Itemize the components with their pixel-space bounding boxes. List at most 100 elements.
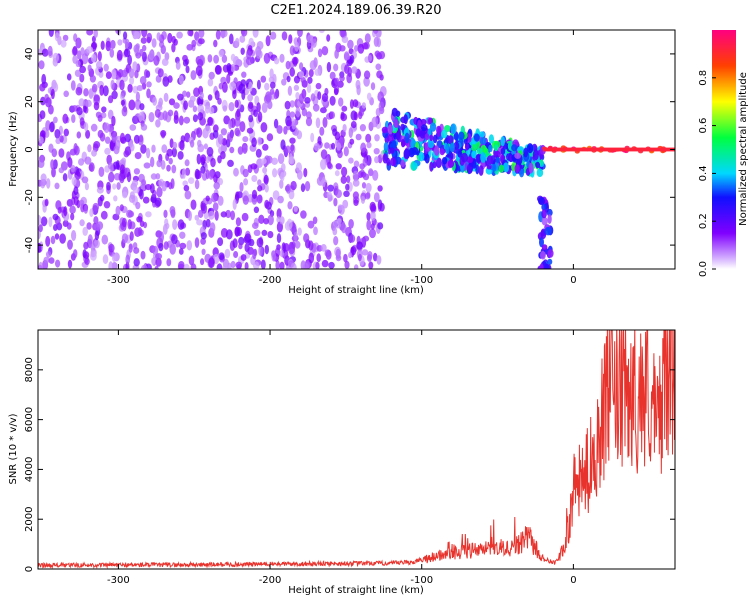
heatmap-cell: [153, 55, 160, 66]
heatmap-cell: [287, 201, 293, 210]
y-tick-label: 2000: [24, 506, 35, 531]
heatmap-cell: [195, 170, 202, 180]
heatmap-cell: [346, 175, 351, 183]
heatmap-cell: [155, 173, 161, 180]
heatmap-cell: [194, 214, 200, 221]
heatmap-cell: [229, 81, 236, 91]
heatmap-cell: [89, 75, 96, 83]
heatmap-cell: [212, 202, 219, 212]
heatmap-cell: [49, 121, 55, 133]
heatmap-cell: [103, 63, 109, 72]
heatmap-cell: [439, 148, 445, 156]
heatmap-cell: [103, 122, 110, 134]
heatmap-cell: [123, 150, 130, 158]
heatmap-cell: [100, 210, 108, 220]
heatmap-cell: [297, 30, 303, 38]
snr-y-label: SNR (10 * v/v): [8, 413, 19, 484]
heatmap-cell: [44, 198, 49, 207]
heatmap-cell: [267, 231, 274, 239]
heatmap-cell: [248, 81, 253, 93]
heatmap-cell: [93, 30, 98, 38]
heatmap-cell: [214, 210, 219, 221]
heatmap-cell: [66, 73, 72, 81]
heatmap-cell: [258, 245, 263, 257]
heatmap-cell: [124, 38, 130, 49]
heatmap-cell: [306, 83, 312, 93]
heatmap-cell: [178, 261, 185, 269]
snr-y-ticks: 0 2000 4000 6000 8000: [24, 357, 675, 572]
heatmap-cell: [273, 91, 278, 100]
heatmap-cell: [76, 107, 83, 116]
heatmap-cell: [92, 202, 100, 212]
heatmap-cell: [207, 54, 213, 63]
heatmap-cell: [230, 210, 236, 221]
heatmap-cell: [172, 219, 178, 231]
heatmap-cell: [242, 168, 249, 178]
heatmap-cell: [429, 122, 437, 132]
heatmap-cell: [138, 134, 144, 143]
heatmap-cell: [69, 148, 77, 156]
heatmap-cell: [94, 223, 101, 231]
heatmap-cell: [547, 249, 554, 258]
heatmap-cell: [298, 70, 305, 79]
heatmap-cell: [244, 262, 249, 269]
heatmap-cell: [217, 195, 224, 206]
heatmap-cell: [74, 69, 81, 78]
heatmap-cell: [183, 263, 190, 269]
heatmap-cell: [233, 251, 239, 258]
heatmap-cell: [66, 222, 72, 230]
heatmap-cell: [313, 142, 321, 152]
heatmap-cell: [142, 44, 147, 52]
heatmap-cell: [205, 156, 210, 164]
heatmap-cell: [365, 133, 372, 143]
heatmap-cell: [266, 133, 274, 142]
heatmap-cell: [262, 143, 269, 151]
heatmap-cell: [156, 159, 162, 168]
heatmap-cell: [115, 160, 120, 170]
heatmap-cell: [360, 142, 367, 153]
heatmap-cell: [182, 59, 189, 67]
heatmap-cell: [362, 173, 370, 181]
heatmap-cell: [94, 230, 100, 241]
heatmap-cell: [230, 53, 236, 62]
heatmap-cell: [208, 257, 215, 269]
heatmap-cell: [246, 49, 252, 60]
heatmap-cell: [321, 259, 329, 268]
heatmap-cell: [336, 142, 342, 151]
heatmap-cell: [220, 151, 226, 160]
heatmap-cell: [52, 52, 59, 63]
heatmap-cell: [185, 65, 190, 74]
heatmap-cell: [269, 88, 275, 95]
heatmap-cell: [93, 101, 100, 111]
heatmap-cell: [133, 258, 140, 267]
heatmap-cell: [148, 50, 155, 60]
heatmap-cell: [148, 112, 155, 123]
heatmap-cell: [226, 73, 231, 84]
y-tick-label: 4000: [24, 457, 35, 482]
heatmap-cell: [410, 139, 417, 150]
heatmap-cell: [102, 254, 109, 265]
heatmap-cell: [173, 110, 179, 121]
spectrogram-y-label: Frequency (Hz): [8, 111, 19, 187]
heatmap-cell: [162, 76, 170, 87]
heatmap-cell: [436, 125, 441, 135]
heatmap-cell: [168, 182, 173, 190]
heatmap-cell: [171, 43, 176, 53]
heatmap-cell: [222, 81, 228, 93]
heatmap-cell: [373, 192, 380, 203]
heatmap-cell: [73, 249, 78, 259]
heatmap-cell: [123, 106, 128, 113]
heatmap-cell: [360, 195, 366, 204]
heatmap-cell: [97, 129, 104, 139]
heatmap-cell: [291, 121, 296, 130]
heatmap-cell: [287, 120, 293, 127]
heatmap-cell: [93, 94, 100, 102]
heatmap-cell: [265, 91, 272, 103]
heatmap-cell: [257, 185, 263, 192]
heatmap-cell: [178, 115, 184, 126]
heatmap-cell: [300, 76, 306, 84]
heatmap-cell: [230, 260, 236, 269]
heatmap-cell: [166, 148, 173, 157]
colorbar-tick-label: 0.6: [698, 118, 709, 134]
heatmap-cell: [205, 218, 211, 228]
